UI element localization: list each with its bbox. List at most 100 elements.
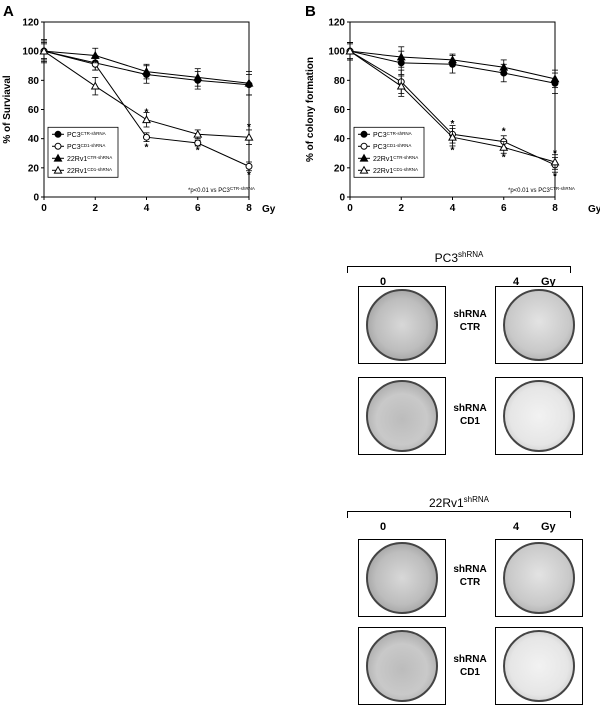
colony-dish	[366, 289, 438, 361]
x-tick-label: 4	[450, 203, 456, 214]
legend-label-sup: CTR-shRNA	[87, 155, 112, 160]
significance-star: *	[451, 119, 455, 130]
y-tick-label: 120	[22, 18, 39, 29]
legend-label: 22Rv1CD1-shRNA	[67, 167, 112, 175]
22rv1-colony-group: 22Rv1shRNA 0 4 Gy shRNA CTR shRNA CD1	[345, 495, 583, 715]
legend-label-sup: CD1-shRNA	[393, 167, 418, 172]
legend-label: PC3CTR-shRNA	[67, 131, 106, 139]
colony-dish	[503, 380, 575, 452]
data-point	[360, 130, 368, 138]
panel-letter: B	[305, 3, 316, 20]
significance-star: *	[553, 148, 557, 159]
legend-label: 22Rv1CTR-shRNA	[373, 155, 418, 163]
x-tick-label: 4	[144, 203, 150, 214]
group-title: 22Rv1shRNA	[345, 495, 573, 510]
row-label-cd1: shRNA CD1	[445, 653, 495, 679]
significance-star: *	[247, 122, 251, 133]
pc3-colony-group: PC3shRNA 0 4 Gy shRNA CTR shRNA CD1	[345, 250, 583, 470]
y-tick-label: 40	[28, 134, 40, 145]
significance-note: *p<0.01 vs PC3CTR-shRNA	[188, 186, 255, 194]
data-point	[54, 130, 62, 138]
x-axis-label: Gy	[262, 204, 276, 215]
data-point	[244, 78, 254, 87]
row-label-line2: CTR	[459, 577, 481, 588]
legend-label: PC3CD1-shRNA	[373, 143, 411, 151]
legend-label-sup: CD1-shRNA	[387, 143, 412, 148]
significance-star: *	[502, 153, 506, 164]
legend-label-sup: CTR-shRNA	[393, 155, 418, 160]
y-tick-label: 60	[28, 105, 40, 116]
legend: PC3CTR-shRNA PC3CD1-shRNA 22Rv1CTR-shRNA 22…	[47, 126, 119, 178]
y-tick-label: 60	[334, 105, 346, 116]
data-point	[396, 81, 406, 90]
data-point	[550, 74, 560, 83]
significance-star: *	[145, 107, 149, 118]
data-point	[244, 132, 254, 141]
legend-label: 22Rv1CTR-shRNA	[67, 155, 112, 163]
data-point	[550, 157, 560, 166]
data-point	[359, 165, 369, 174]
significance-note: *p<0.01 vs PC3CTR-shRNA	[508, 186, 575, 194]
x-tick-label: 2	[92, 203, 98, 214]
data-point	[142, 66, 151, 75]
dish-cd1-4gy	[495, 377, 583, 455]
y-axis-label: % of colony formation	[305, 57, 316, 162]
dose-high-label: 4	[513, 276, 520, 288]
data-point	[499, 62, 509, 71]
data-point	[245, 162, 253, 170]
data-point	[53, 165, 63, 174]
x-axis-label: Gy	[588, 204, 600, 215]
dose-unit-label: Gy	[541, 276, 556, 288]
data-point	[53, 153, 63, 162]
x-tick-label: 0	[41, 203, 47, 214]
y-tick-label: 100	[22, 47, 39, 58]
x-tick-label: 0	[347, 203, 353, 214]
dish-cd1-0gy	[358, 627, 446, 705]
y-tick-label: 80	[334, 76, 346, 87]
legend-label-sup: CD1-shRNA	[81, 143, 106, 148]
dish-ctr-0gy	[358, 539, 446, 617]
row-label-line2: CD1	[459, 667, 480, 678]
legend-label-sup: CTR-shRNA	[387, 131, 412, 136]
dose-unit-label: Gy	[541, 521, 556, 533]
significance-star: *	[196, 145, 200, 156]
significance-star: *	[451, 145, 455, 156]
dose-high-label: 4	[513, 521, 520, 533]
data-point	[396, 52, 406, 61]
dish-cd1-4gy	[495, 627, 583, 705]
row-label-ctr: shRNA CTR	[445, 308, 495, 334]
row-label-line1: shRNA	[453, 309, 487, 320]
colony-formation-chart: B 0 20 40 60 80 100 120 0 2 4 6 8 Gy % of colony forma…	[305, 3, 600, 215]
group-title: PC3shRNA	[345, 250, 573, 265]
group-bracket	[347, 266, 571, 273]
y-tick-label: 80	[28, 76, 40, 87]
significance-note-sup: CTR-shRNA	[230, 186, 255, 191]
significance-star: *	[502, 126, 506, 137]
data-point	[345, 46, 355, 55]
significance-star: *	[553, 172, 557, 183]
x-tick-label: 2	[398, 203, 404, 214]
significance-star: *	[247, 170, 251, 181]
legend-label-sup: CTR-shRNA	[81, 131, 106, 136]
group-bracket	[347, 511, 571, 518]
x-tick-label: 8	[552, 203, 558, 214]
dish-ctr-4gy	[495, 539, 583, 617]
legend-label: 22Rv1CD1-shRNA	[373, 167, 418, 175]
series-2	[39, 42, 254, 96]
colony-dish	[366, 630, 438, 702]
panel-letter: A	[3, 3, 14, 20]
data-point	[54, 142, 62, 150]
y-axis-label: % of Surviaval	[2, 75, 13, 144]
significance-star: *	[145, 142, 149, 153]
x-tick-label: 6	[501, 203, 507, 214]
row-label-line1: shRNA	[453, 403, 487, 414]
y-tick-label: 40	[334, 134, 346, 145]
significance-note-sup: CTR-shRNA	[550, 186, 575, 191]
dish-ctr-0gy	[358, 286, 446, 364]
data-point	[90, 81, 100, 90]
row-label-line1: shRNA	[453, 654, 487, 665]
colony-dish	[366, 542, 438, 614]
colony-dish	[503, 542, 575, 614]
data-point	[39, 46, 49, 55]
data-point	[448, 55, 457, 64]
